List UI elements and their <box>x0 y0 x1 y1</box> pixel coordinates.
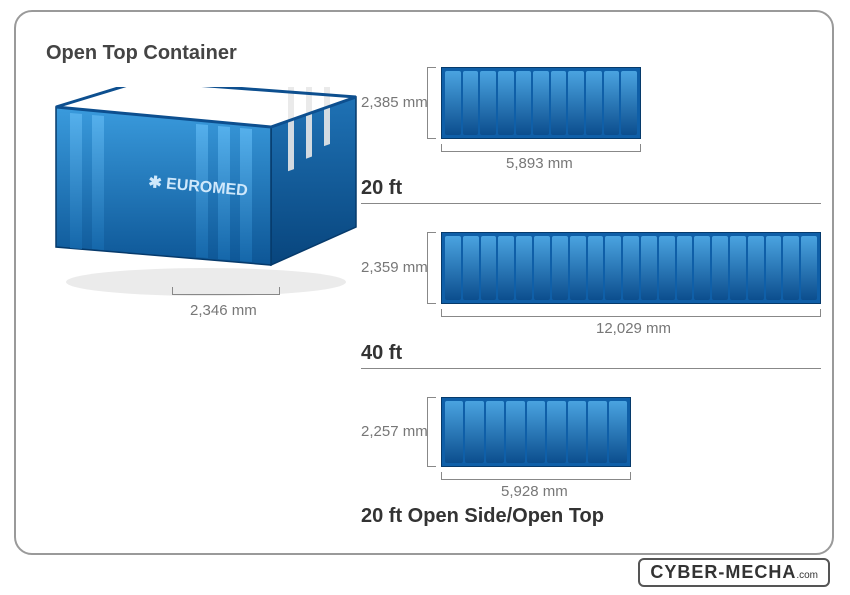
width-bracket <box>441 151 641 152</box>
container-panel <box>506 401 524 463</box>
main-width-label: 2,346 mm <box>190 302 257 319</box>
spec-container-2 <box>441 397 631 467</box>
container-panel <box>609 401 627 463</box>
container-panel <box>547 401 565 463</box>
container-panel <box>445 401 463 463</box>
container-panel <box>730 236 746 300</box>
section-label: 20 ft Open Side/Open Top <box>361 505 604 528</box>
container-panel <box>677 236 693 300</box>
section-divider <box>361 368 821 369</box>
container-panel <box>534 236 550 300</box>
spec-container-1 <box>441 232 821 304</box>
container-panel <box>605 236 621 300</box>
container-panel <box>445 236 461 300</box>
container-panel <box>659 236 675 300</box>
container-panel <box>516 236 532 300</box>
width-bracket <box>441 316 821 317</box>
container-panel <box>445 71 461 135</box>
width-label: 12,029 mm <box>596 320 671 337</box>
height-label: 2,257 mm <box>361 423 428 440</box>
container-3d: ✱ EUROMED <box>36 87 376 307</box>
container-panel <box>481 236 497 300</box>
container-panel <box>498 236 514 300</box>
watermark: CYBER-MECHA.com <box>638 558 830 587</box>
container-panel <box>801 236 817 300</box>
container-panel <box>552 236 568 300</box>
container-panel <box>568 401 586 463</box>
container-panel <box>570 236 586 300</box>
container-panel <box>783 236 799 300</box>
container-panel <box>621 71 637 135</box>
container-panel <box>516 71 532 135</box>
container-panel <box>463 71 479 135</box>
height-label: 2,359 mm <box>361 259 428 276</box>
container-panel <box>588 401 606 463</box>
container-panel <box>463 236 479 300</box>
container-panel <box>748 236 764 300</box>
container-panel <box>568 71 584 135</box>
container-panel <box>533 71 549 135</box>
container-panel <box>527 401 545 463</box>
container-panel <box>766 236 782 300</box>
watermark-domain: .com <box>796 570 818 581</box>
height-label: 2,385 mm <box>361 94 428 111</box>
container-panel <box>465 401 483 463</box>
section-label: 20 ft <box>361 177 402 200</box>
main-width-bracket <box>172 294 280 295</box>
section-divider <box>361 203 821 204</box>
watermark-name: CYBER-MECHA <box>650 562 796 582</box>
spec-container-0 <box>441 67 641 139</box>
container-panel <box>551 71 567 135</box>
container-panel <box>623 236 639 300</box>
width-label: 5,928 mm <box>501 483 568 500</box>
width-bracket <box>441 479 631 480</box>
container-panel <box>588 236 604 300</box>
container-panel <box>486 401 504 463</box>
width-label: 5,893 mm <box>506 155 573 172</box>
page-title: Open Top Container <box>46 42 237 65</box>
container-panel <box>712 236 728 300</box>
container-panel <box>480 71 496 135</box>
container-panel <box>694 236 710 300</box>
container-panel <box>641 236 657 300</box>
container-panel <box>586 71 602 135</box>
diagram-frame: Open Top Container <box>14 10 834 555</box>
container-panel <box>498 71 514 135</box>
section-label: 40 ft <box>361 342 402 365</box>
container-panel <box>604 71 620 135</box>
